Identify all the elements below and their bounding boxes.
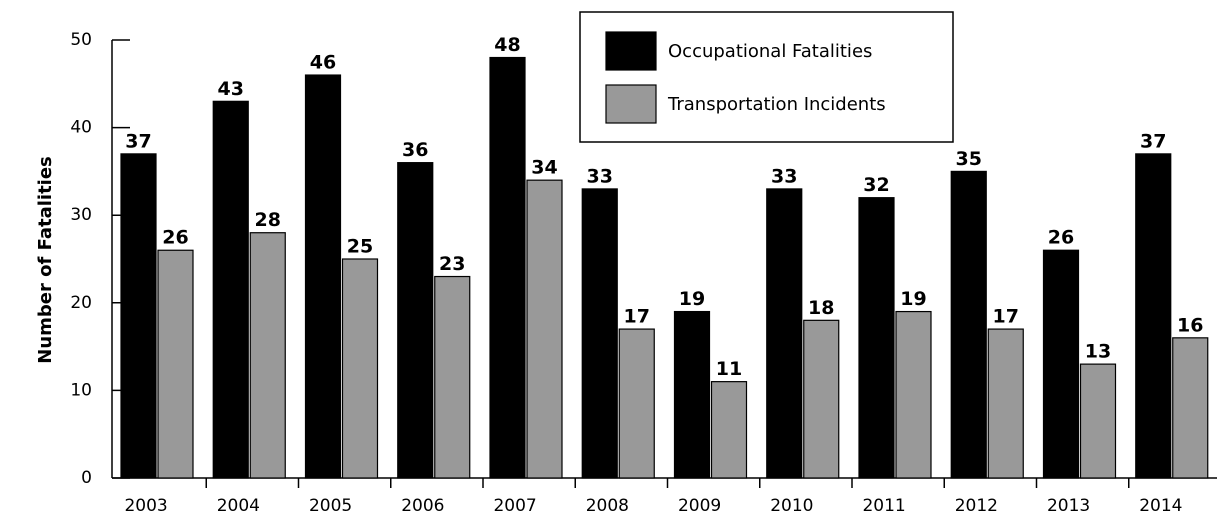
y-tick-label: 40 — [70, 118, 92, 138]
bar — [157, 249, 194, 479]
value-label: 37 — [1140, 130, 1166, 152]
value-label: 26 — [1048, 227, 1074, 249]
x-tick-label: 2013 — [1047, 496, 1090, 516]
bar — [858, 197, 895, 479]
legend-swatch — [605, 84, 657, 124]
value-label: 11 — [716, 358, 742, 380]
value-label: 17 — [624, 306, 650, 328]
value-label: 19 — [900, 288, 926, 310]
x-tick-label: 2011 — [862, 496, 905, 516]
x-tick-label: 2014 — [1139, 496, 1182, 516]
bar — [895, 310, 932, 479]
bar — [673, 310, 711, 479]
value-label: 19 — [679, 288, 705, 310]
bar — [212, 100, 249, 479]
bar — [489, 56, 526, 479]
value-label: 46 — [310, 52, 336, 74]
value-label: 35 — [956, 148, 982, 170]
bar — [397, 162, 434, 479]
bar — [618, 328, 655, 479]
x-tick-label: 2010 — [770, 496, 813, 516]
legend-label: Transportation Incidents — [667, 94, 886, 115]
bar — [766, 188, 803, 479]
value-label: 48 — [494, 34, 520, 56]
legend-label: Occupational Fatalities — [668, 41, 872, 62]
bar — [950, 170, 987, 479]
bar — [120, 153, 157, 479]
value-label: 17 — [993, 306, 1019, 328]
value-label: 33 — [587, 165, 613, 187]
bar — [249, 232, 286, 479]
legend-swatch — [605, 31, 657, 71]
x-tick-label: 2006 — [401, 496, 444, 516]
value-label: 25 — [347, 236, 373, 258]
x-tick-label: 2005 — [309, 496, 352, 516]
bar — [987, 328, 1024, 479]
bar — [526, 179, 563, 479]
x-tick-label: 2008 — [586, 496, 629, 516]
y-tick-label: 30 — [70, 205, 92, 225]
value-label: 13 — [1085, 341, 1111, 363]
value-label: 36 — [402, 139, 428, 161]
value-label: 23 — [439, 253, 465, 275]
bar — [341, 258, 379, 479]
value-label: 18 — [808, 297, 834, 319]
value-label: 37 — [125, 130, 151, 152]
value-label: 26 — [162, 227, 188, 249]
value-label: 16 — [1177, 314, 1203, 336]
bar — [581, 188, 618, 479]
x-tick-label: 2004 — [217, 496, 260, 516]
y-axis-label: Number of Fatalities — [35, 156, 56, 364]
bar — [1042, 249, 1080, 479]
bar — [304, 74, 342, 479]
bar — [434, 275, 471, 479]
bar — [1135, 153, 1172, 479]
y-tick-label: 20 — [70, 293, 92, 313]
x-tick-label: 2012 — [955, 496, 998, 516]
bar — [803, 319, 840, 479]
bar — [1172, 337, 1209, 479]
bar — [1079, 363, 1117, 479]
value-label: 43 — [218, 78, 244, 100]
value-label: 28 — [255, 209, 281, 231]
value-label: 33 — [771, 165, 797, 187]
value-label: 32 — [863, 174, 889, 196]
y-tick-label: 0 — [81, 468, 92, 488]
x-tick-label: 2009 — [678, 496, 721, 516]
y-tick-label: 10 — [70, 380, 92, 400]
value-label: 34 — [531, 157, 557, 179]
bar — [710, 381, 748, 479]
x-tick-label: 2007 — [493, 496, 536, 516]
x-tick-label: 2003 — [124, 496, 167, 516]
y-tick-label: 50 — [70, 30, 92, 50]
